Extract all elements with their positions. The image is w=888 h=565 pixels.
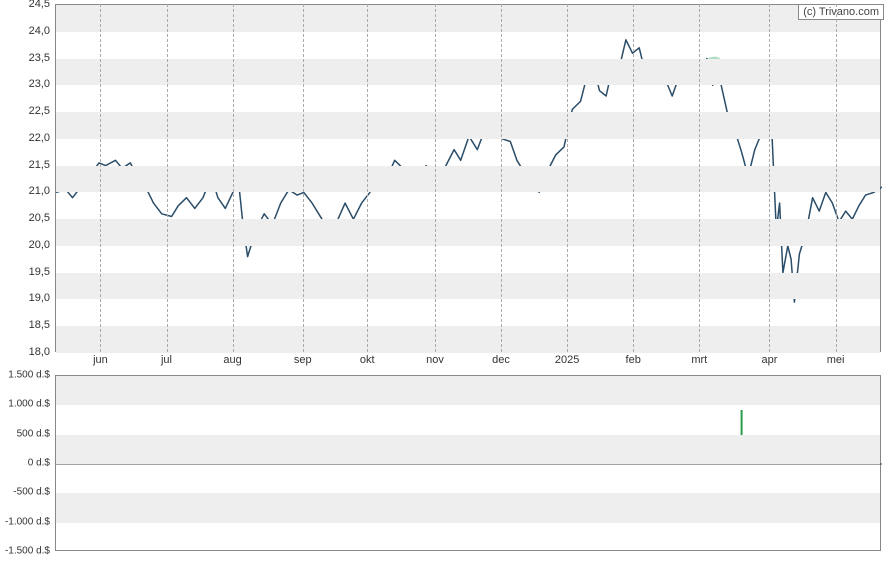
price-x-tick: okt xyxy=(360,354,375,366)
price-y-tick: 21,0 xyxy=(29,185,50,197)
price-y-tick: 18,0 xyxy=(29,346,50,358)
price-y-tick: 23,0 xyxy=(29,78,50,90)
price-y-tick: 20,5 xyxy=(29,212,50,224)
price-y-tick: 24,5 xyxy=(29,0,50,10)
price-x-tick: mei xyxy=(827,354,845,366)
volume-stripe xyxy=(56,435,880,464)
price-x-tick: dec xyxy=(492,354,510,366)
volume-y-tick: 1.500 d.$ xyxy=(8,370,50,381)
price-x-grid xyxy=(167,4,168,352)
price-stripe xyxy=(56,326,880,353)
price-x-grid xyxy=(769,4,770,352)
volume-stripe xyxy=(56,376,880,405)
price-x-tick: aug xyxy=(223,354,241,366)
price-x-grid xyxy=(367,4,368,352)
price-stripe xyxy=(56,166,880,193)
price-x-tick: jul xyxy=(161,354,172,366)
price-x-grid xyxy=(303,4,304,352)
volume-y-tick: 1.000 d.$ xyxy=(8,399,50,410)
price-chart xyxy=(55,4,881,352)
price-x-tick: 2025 xyxy=(555,354,579,366)
attribution-label: (c) Trivano.com xyxy=(798,4,884,20)
volume-y-tick: 500 d.$ xyxy=(17,428,50,439)
price-y-tick: 22,0 xyxy=(29,132,50,144)
volume-y-tick: -1.000 d.$ xyxy=(5,516,50,527)
volume-chart xyxy=(55,375,881,551)
price-stripe xyxy=(56,5,880,32)
price-x-grid xyxy=(501,4,502,352)
price-x-grid xyxy=(435,4,436,352)
price-x-tick: nov xyxy=(426,354,444,366)
price-x-tick: mrt xyxy=(691,354,707,366)
price-stripe xyxy=(56,273,880,300)
price-x-grid xyxy=(836,4,837,352)
volume-y-tick: 0 d.$ xyxy=(28,458,50,469)
price-y-tick: 20,0 xyxy=(29,239,50,251)
price-y-tick: 19,0 xyxy=(29,292,50,304)
price-stripe xyxy=(56,59,880,86)
price-y-tick: 23,5 xyxy=(29,52,50,64)
price-y-tick: 21,5 xyxy=(29,159,50,171)
price-x-tick: feb xyxy=(626,354,641,366)
volume-y-tick: -1.500 d.$ xyxy=(5,546,50,557)
volume-y-tick: -500 d.$ xyxy=(13,487,50,498)
price-x-grid xyxy=(633,4,634,352)
price-stripe xyxy=(56,219,880,246)
price-y-tick: 19,5 xyxy=(29,266,50,278)
price-x-grid xyxy=(699,4,700,352)
price-y-tick: 22,5 xyxy=(29,105,50,117)
volume-stripe xyxy=(56,493,880,522)
price-stripe xyxy=(56,112,880,139)
price-x-grid xyxy=(233,4,234,352)
price-y-tick: 18,5 xyxy=(29,319,50,331)
price-x-grid xyxy=(100,4,101,352)
price-x-tick: apr xyxy=(762,354,778,366)
price-x-tick: jun xyxy=(93,354,108,366)
price-y-tick: 24,0 xyxy=(29,25,50,37)
price-x-tick: sep xyxy=(294,354,312,366)
price-x-grid xyxy=(567,4,568,352)
